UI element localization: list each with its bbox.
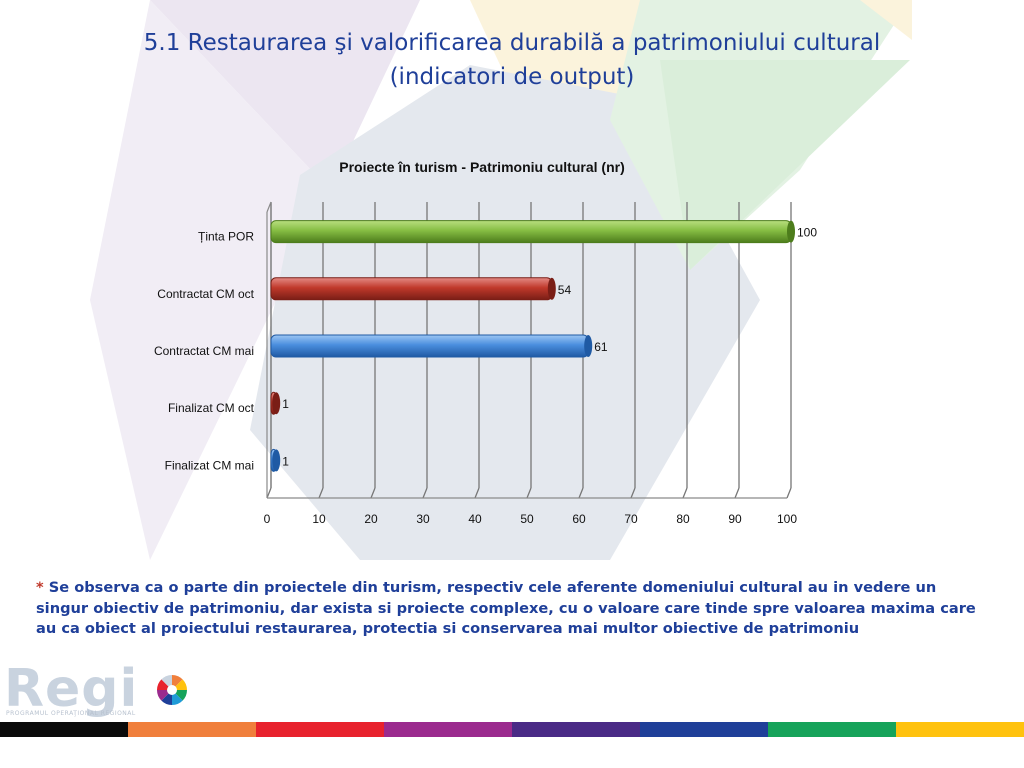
x-tick-label: 70 — [624, 512, 638, 526]
bar — [270, 277, 553, 301]
bar-chart: Proiecte în turism - Patrimoniu cultural… — [154, 159, 817, 526]
bar-end-cap — [584, 335, 593, 357]
x-axis-ticks: 0 10 20 30 40 50 60 70 80 90 100 — [264, 512, 798, 526]
bar — [270, 334, 589, 358]
gridline-floor — [682, 487, 688, 499]
data-label: 1 — [282, 454, 289, 468]
color-bar-segment — [256, 722, 384, 737]
footnote-text: Se observa ca o parte din proiectele din… — [36, 579, 976, 637]
gridline-floor — [786, 487, 792, 499]
slide-title-line1: 5.1 Restaurarea şi valorificarea durabil… — [143, 30, 881, 56]
x-tick-label: 30 — [416, 512, 430, 526]
chart-title: Proiecte în turism - Patrimoniu cultural… — [339, 159, 624, 175]
regio-logo: Regi PROGRAMUL OPERAŢIONAL REGIONAL — [4, 660, 194, 722]
logo-wheel-icon — [157, 675, 187, 705]
x-tick-label: 20 — [364, 512, 378, 526]
chart-bars — [270, 220, 795, 472]
gridline-floor — [474, 487, 480, 499]
color-bar-segment — [768, 722, 896, 737]
data-label: 100 — [797, 226, 817, 240]
color-bar-segment — [512, 722, 640, 737]
gridline-floor — [422, 487, 428, 499]
gridline-floor — [266, 487, 272, 499]
slide-title: 5.1 Restaurarea şi valorificarea durabil… — [40, 26, 984, 94]
slide-title-line2: (indicatori de output) — [389, 64, 635, 90]
y-axis-categories: Ținta POR Contractat CM oct Contractat CM … — [154, 230, 255, 473]
bar-end-cap — [547, 277, 556, 300]
x-tick-label: 100 — [777, 512, 797, 526]
x-tick-label: 50 — [520, 512, 534, 526]
color-bar-segment — [0, 722, 128, 737]
x-tick-label: 80 — [676, 512, 690, 526]
bar-end-cap — [787, 220, 795, 243]
y-category-label: Contractat CM mai — [154, 344, 254, 358]
bar — [270, 220, 792, 244]
y-category-label: Finalizat CM oct — [168, 401, 255, 415]
bar-end-cap — [272, 449, 281, 472]
footnote-asterisk: * — [36, 579, 44, 596]
logo-subtitle: PROGRAMUL OPERAŢIONAL REGIONAL — [6, 710, 136, 717]
color-bar-segment — [896, 722, 1024, 737]
color-bar-segment — [128, 722, 256, 737]
logo-wordmark: Regi — [4, 659, 139, 719]
y-category-label: Ținta POR — [198, 230, 254, 244]
footnote: * Se observa ca o parte din proiectele d… — [36, 578, 986, 640]
data-label: 54 — [558, 283, 572, 297]
x-tick-label: 90 — [728, 512, 742, 526]
data-label: 61 — [594, 340, 608, 354]
x-tick-label: 60 — [572, 512, 586, 526]
bar-end-cap — [272, 392, 281, 415]
color-bar-segment — [640, 722, 768, 737]
gridline-floor — [370, 487, 376, 499]
data-label: 1 — [282, 397, 289, 411]
gridline-floor — [526, 487, 532, 499]
x-tick-label: 0 — [264, 512, 271, 526]
axis-top-corner — [266, 201, 272, 213]
x-tick-label: 10 — [312, 512, 326, 526]
gridline-floor — [734, 487, 740, 499]
gridline-floor — [318, 487, 324, 499]
gridline-floor — [578, 487, 584, 499]
y-category-label: Contractat CM oct — [157, 287, 254, 301]
y-category-label: Finalizat CM mai — [165, 458, 254, 472]
color-bar-segment — [384, 722, 512, 737]
brand-color-bar — [0, 722, 1024, 737]
gridline-floor — [630, 487, 636, 499]
data-labels: 100 54 61 1 1 — [282, 226, 817, 469]
x-tick-label: 40 — [468, 512, 482, 526]
